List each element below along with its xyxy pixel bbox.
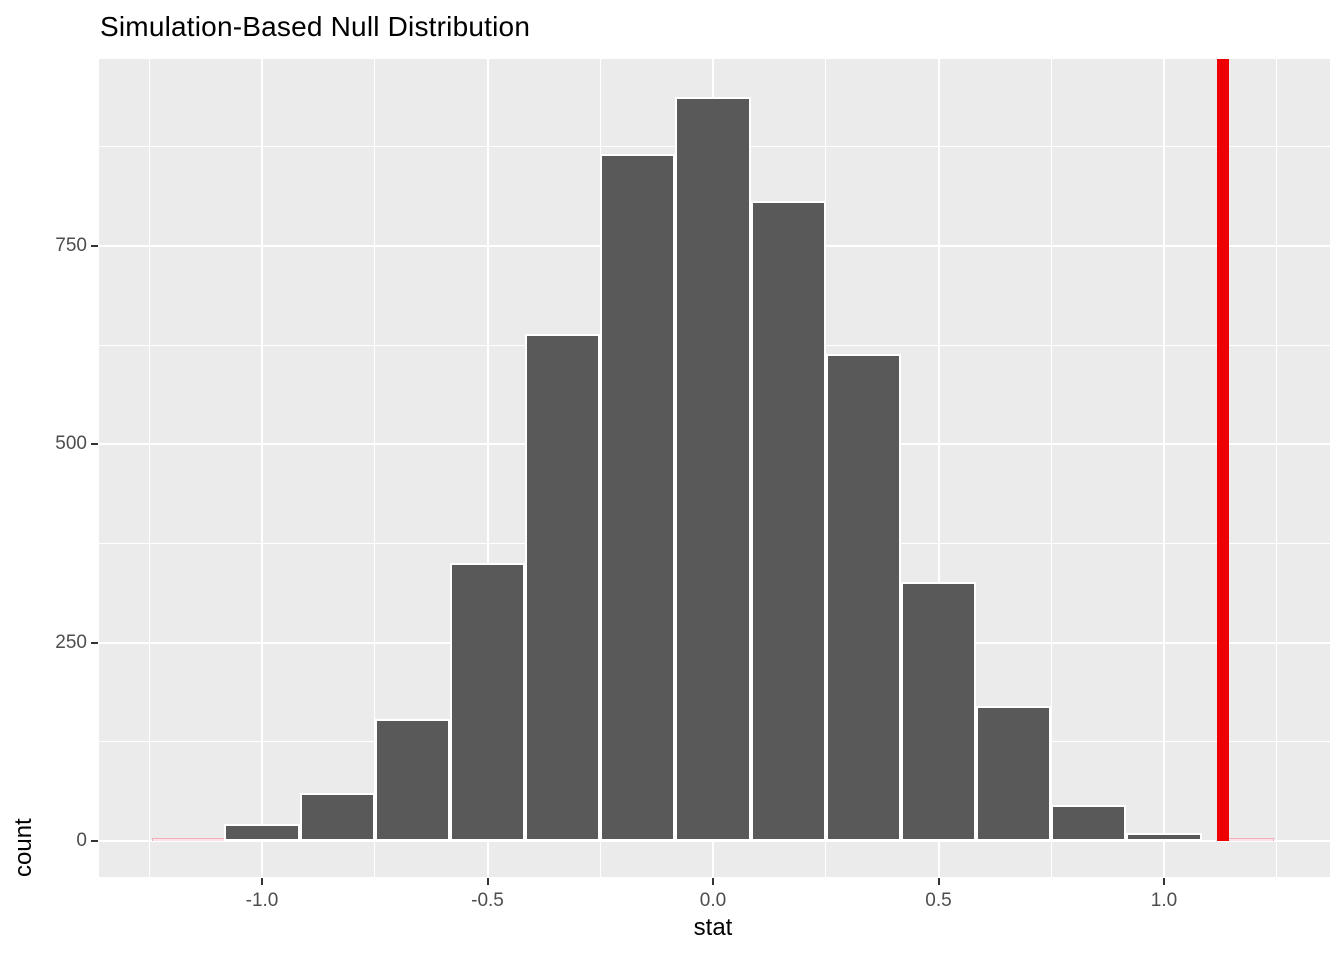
x-tick-mark [712,878,714,885]
observed-stat-line [1216,59,1229,841]
minor-gridline-x [1050,59,1052,877]
y-tick-mark [91,245,98,247]
y-tick-label: 0 [76,830,87,851]
x-tick-mark [937,878,940,885]
minor-gridline-x [1276,59,1278,877]
x-tick-label: 0.0 [699,890,727,911]
minor-gridline-x [148,59,150,877]
histogram-bar [600,153,676,841]
major-gridline-x [261,59,263,877]
x-tick-label: -0.5 [471,890,504,911]
histogram-bar [374,718,450,841]
histogram-bar [675,96,751,841]
major-gridline-y [99,840,1330,842]
y-tick-mark [91,443,98,446]
histogram-bar [1126,833,1202,841]
y-tick-label: 250 [55,631,87,653]
pvalue-shade-left [152,837,235,841]
x-tick-mark [486,878,489,885]
x-tick-mark [1163,878,1165,885]
histogram-bar [1051,805,1127,841]
y-tick-label: 500 [55,433,87,455]
x-axis-title: stat [693,914,733,941]
histogram-bar [224,824,300,841]
histogram-bar [525,334,601,841]
plot-panel [99,59,1330,877]
x-tick-label: -1.0 [245,890,279,911]
plot-title: Simulation-Based Null Distribution [100,11,531,42]
histogram-bar [976,706,1052,841]
histogram-bar [750,200,826,841]
histogram-bar [299,793,375,841]
x-tick-label: 1.0 [1150,890,1178,911]
x-tick-mark [261,878,263,885]
x-tick-label: 0.5 [925,890,952,911]
pvalue-shade-right [1228,837,1274,841]
major-gridline-x [486,59,489,877]
major-gridline-x [1163,59,1165,877]
histogram-bar [900,581,977,841]
histogram-bar [825,353,901,841]
y-tick-mark [91,641,98,644]
y-axis-title: count [10,818,37,877]
minor-gridline-x [374,59,376,877]
major-gridline-x [937,59,940,877]
y-tick-label: 750 [55,235,87,256]
y-tick-mark [91,840,98,842]
histogram-bar [449,562,526,841]
